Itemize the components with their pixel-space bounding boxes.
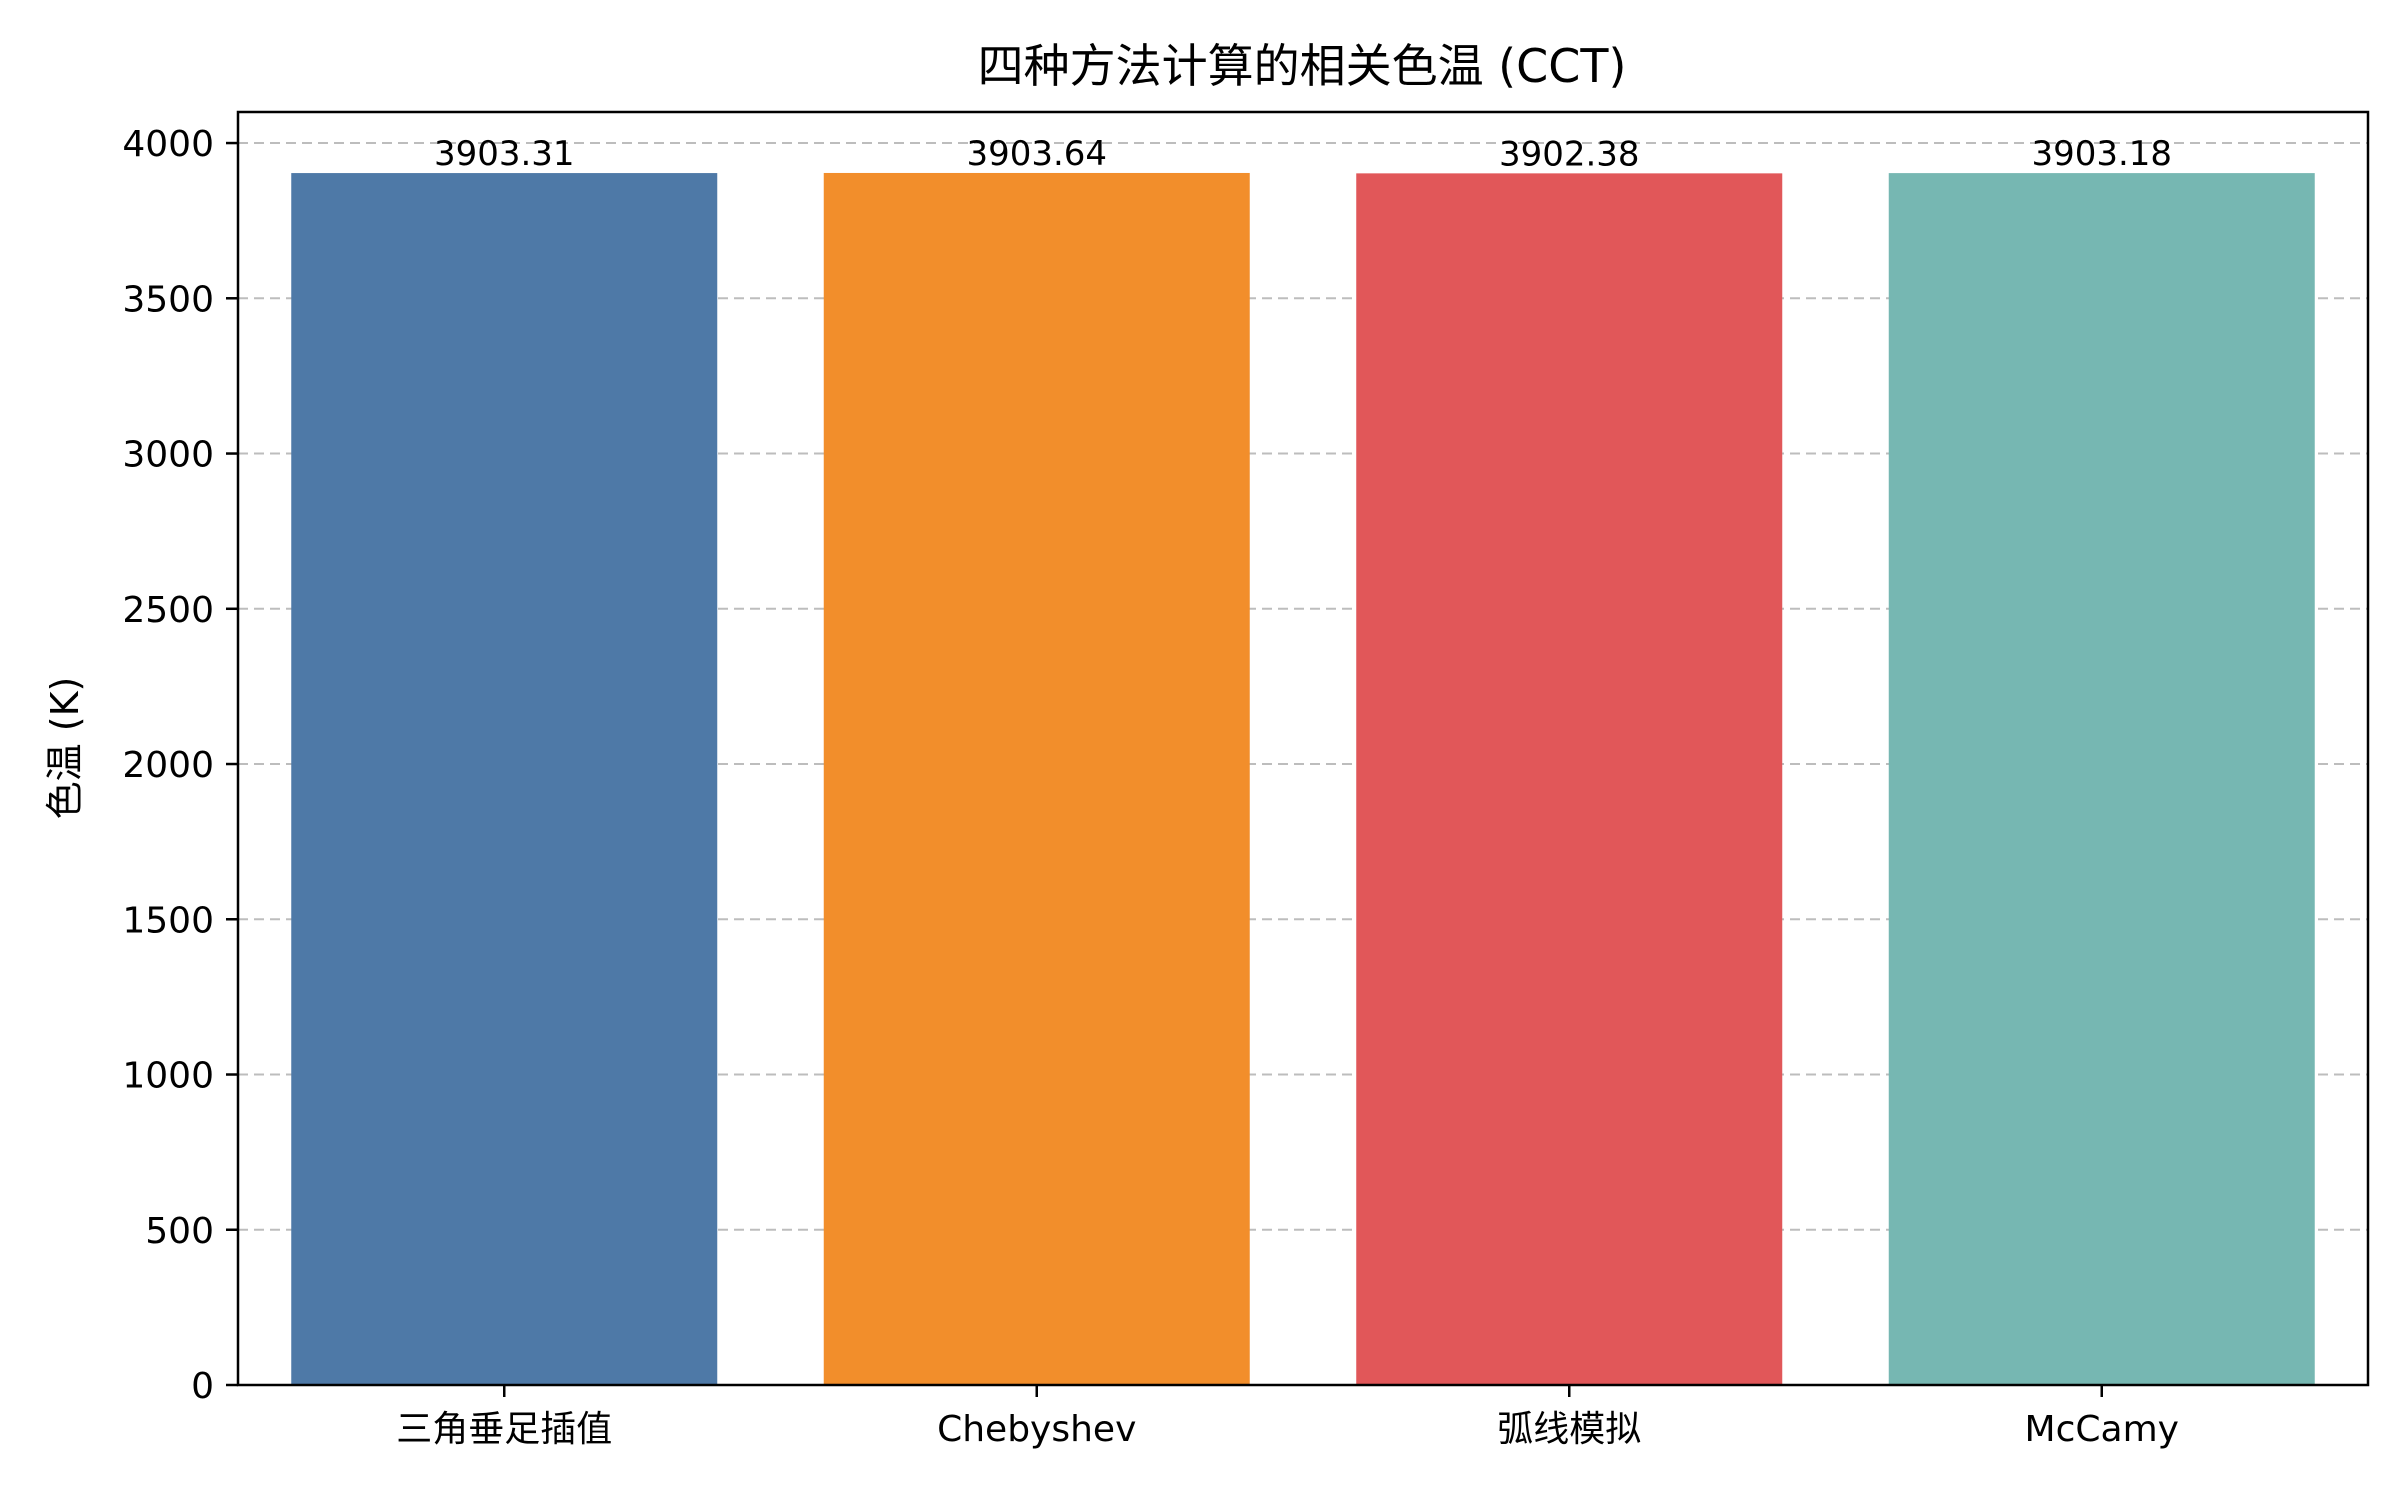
y-tick-label: 3000: [122, 435, 214, 476]
y-axis-label: 色温 (K): [43, 677, 87, 820]
x-tick-label: 三角垂足插值: [396, 1409, 612, 1450]
x-axis-ticks: 三角垂足插值 Chebyshev 弧线模拟 McCamy: [396, 1385, 2179, 1450]
y-tick-label: 4000: [122, 124, 214, 165]
data-labels: 3903.31 3903.64 3902.38 3903.18: [434, 134, 2172, 174]
x-tick-label: McCamy: [2025, 1409, 2179, 1450]
bar: [1888, 173, 2315, 1385]
y-tick-label: 1000: [122, 1056, 214, 1097]
data-label: 3903.64: [966, 134, 1107, 174]
y-tick-label: 0: [191, 1366, 214, 1407]
bars: [291, 172, 2315, 1386]
y-axis-ticks: 0 500 1000 1500 2000 2500 3000 3500 4000: [122, 124, 238, 1407]
chart-title: 四种方法计算的相关色温 (CCT): [978, 39, 1627, 93]
data-label: 3903.18: [2031, 134, 2172, 174]
data-label: 3902.38: [1499, 134, 1640, 174]
data-label: 3903.31: [434, 134, 575, 174]
bar: [1356, 173, 1783, 1385]
plot-frame: [236, 110, 2370, 1387]
bar: [291, 173, 718, 1386]
y-tick-label: 3500: [122, 279, 214, 320]
x-tick-label: 弧线模拟: [1497, 1409, 1641, 1450]
y-tick-label: 2500: [122, 590, 214, 631]
y-tick-label: 500: [145, 1211, 214, 1252]
y-tick-label: 2000: [122, 745, 214, 786]
y-tick-label: 1500: [122, 900, 214, 941]
bar: [823, 172, 1250, 1385]
x-tick-label: Chebyshev: [937, 1409, 1136, 1450]
